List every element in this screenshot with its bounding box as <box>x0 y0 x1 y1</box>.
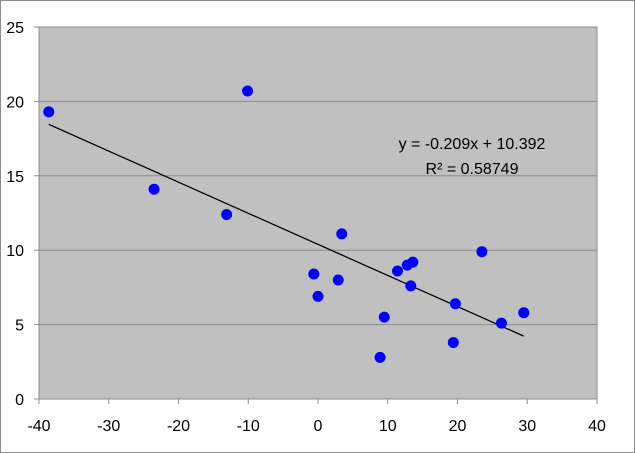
axes <box>34 26 598 404</box>
data-point-16 <box>476 246 488 258</box>
data-point-14 <box>447 336 459 348</box>
data-point-6 <box>332 274 344 286</box>
y-tick-labels: 0 5 10 15 20 25 <box>6 20 24 409</box>
data-point-13 <box>407 256 419 268</box>
y-tick-label-3: 15 <box>6 169 24 186</box>
data-point-1 <box>148 183 160 195</box>
data-point-18 <box>518 307 530 319</box>
x-tick-label-5: 10 <box>379 418 397 435</box>
data-point-8 <box>374 351 386 363</box>
data-point-17 <box>495 317 507 329</box>
data-point-2 <box>221 208 233 220</box>
trendline-equation: y = -0.209x + 10.392 <box>399 136 546 153</box>
x-tick-label-1: -30 <box>97 418 120 435</box>
x-tick-label-4: 0 <box>314 418 323 435</box>
trendline <box>48 123 525 337</box>
data-points <box>43 85 530 363</box>
x-tick-label-3: -10 <box>237 418 260 435</box>
plot-area <box>38 26 598 400</box>
data-point-9 <box>378 311 390 323</box>
x-tick-label-8: 40 <box>588 418 606 435</box>
y-tick-label-5: 25 <box>6 20 24 37</box>
x-tick-label-7: 30 <box>518 418 536 435</box>
data-point-0 <box>43 106 55 118</box>
x-tick-label-2: -20 <box>167 418 190 435</box>
data-point-10 <box>392 265 404 277</box>
data-point-7 <box>336 228 348 240</box>
data-point-12 <box>405 280 417 292</box>
trendline-r-squared: R² = 0.58749 <box>426 161 519 178</box>
y-tick-label-0: 0 <box>15 392 24 409</box>
data-point-5 <box>312 290 324 302</box>
x-tick-labels: -40 -30 -20 -10 0 10 20 30 40 <box>27 418 606 435</box>
x-tick-label-6: 20 <box>449 418 467 435</box>
y-tick-label-2: 10 <box>6 243 24 260</box>
data-point-3 <box>242 85 254 97</box>
data-point-4 <box>308 268 320 280</box>
y-tick-label-1: 5 <box>15 318 24 335</box>
y-tick-label-4: 20 <box>6 94 24 111</box>
data-point-15 <box>449 298 461 310</box>
x-tick-label-0: -40 <box>27 418 50 435</box>
